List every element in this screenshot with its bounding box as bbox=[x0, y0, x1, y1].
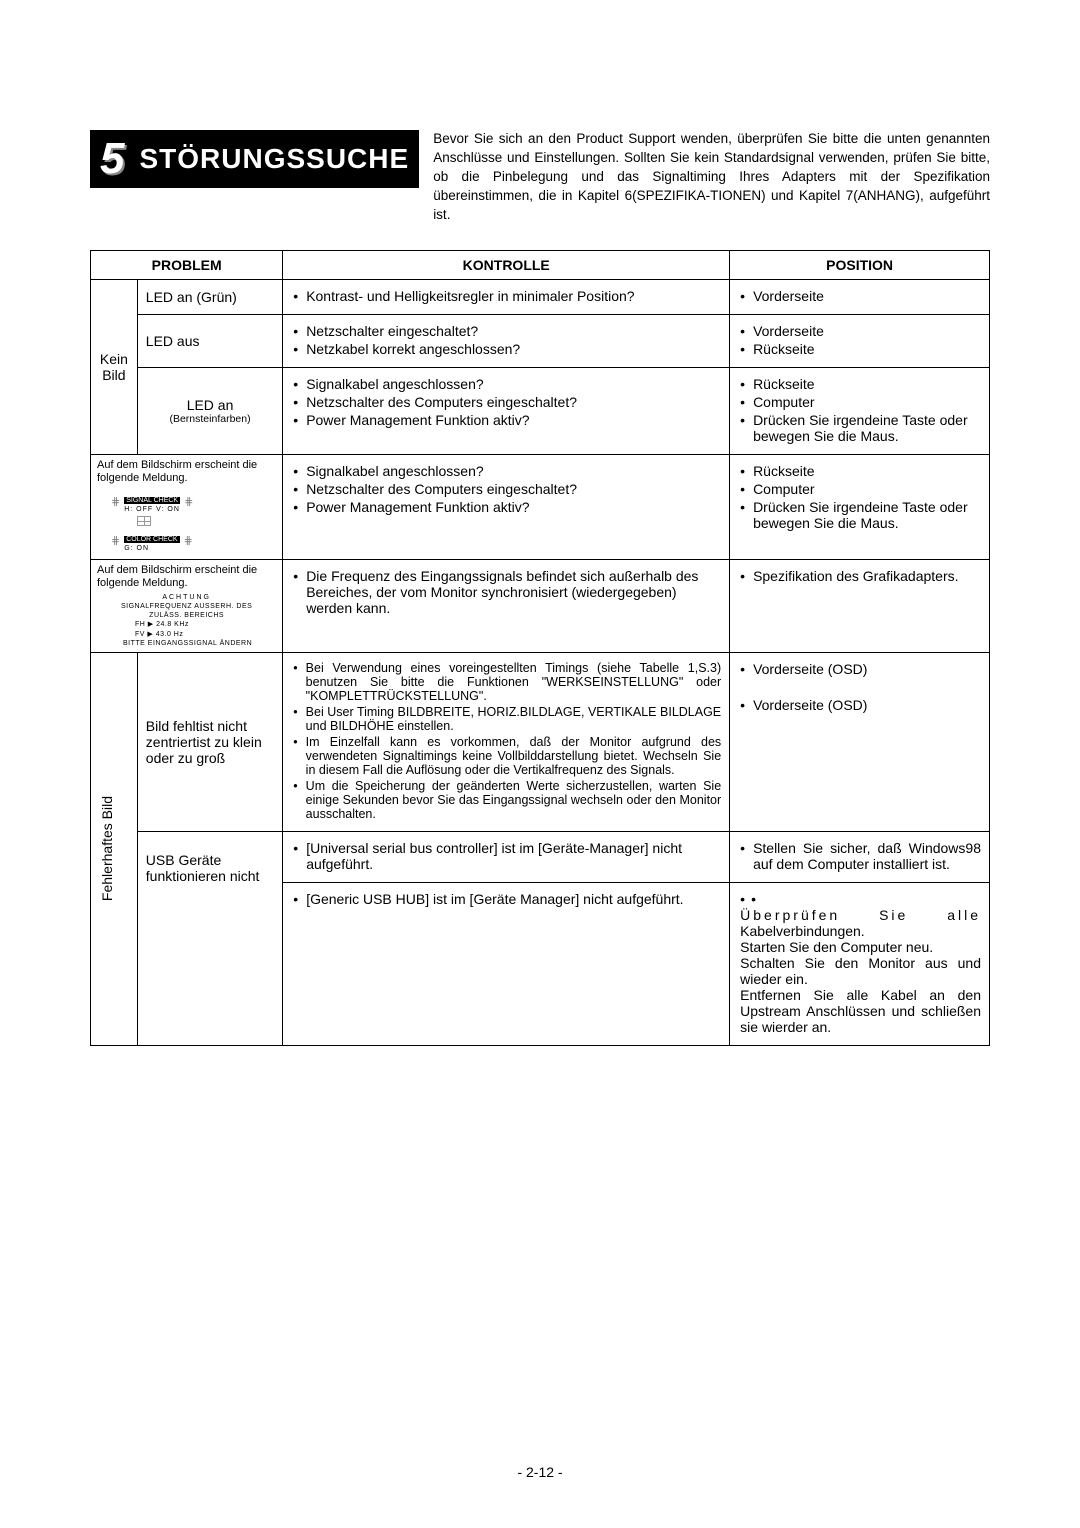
table-row: Fehlerhaftes Bild Bild fehltist nicht ze… bbox=[91, 652, 990, 831]
kontrolle-list: Die Frequenz des Eingangssignals befinde… bbox=[291, 568, 721, 616]
position-list: Rückseite Computer Drücken Sie irgendein… bbox=[738, 376, 981, 444]
position-list: Rückseite Computer Drücken Sie irgendein… bbox=[738, 463, 981, 531]
position-item: Drücken Sie irgendeine Taste oder bewege… bbox=[753, 412, 981, 444]
osd-line: BITTE EINGANGSSIGNAL ÄNDERN bbox=[123, 639, 264, 648]
position-item: Stellen Sie sicher, daß Windows98 auf de… bbox=[753, 840, 981, 872]
position-list: Vorderseite bbox=[738, 288, 981, 304]
table-header-row: PROBLEM KONTROLLE POSITION bbox=[91, 251, 990, 280]
osd-line: G: ON bbox=[124, 544, 179, 553]
problem-sub: USB Geräte funktionieren nicht bbox=[137, 831, 282, 1045]
osd-mock: ACHTUNG SIGNALFREQUENZ AUSSERH. DES ZULÄ… bbox=[109, 593, 264, 648]
troubleshooting-table: PROBLEM KONTROLLE POSITION Kein Bild LED… bbox=[90, 250, 990, 1045]
problem-message-intro: Auf dem Bildschirm erscheint die folgend… bbox=[97, 459, 276, 484]
kontrolle-item: Signalkabel angeschlossen? bbox=[306, 463, 483, 479]
problem-sub: LED aus bbox=[137, 315, 282, 368]
kontrolle-item: Um die Speicherung der geänderten Werte … bbox=[306, 779, 721, 821]
position-item: Rückseite bbox=[753, 376, 814, 392]
grid-icon bbox=[137, 516, 151, 526]
position-list: Stellen Sie sicher, daß Windows98 auf de… bbox=[738, 840, 981, 872]
kontrolle-list: [Universal serial bus controller] ist im… bbox=[291, 840, 721, 872]
osd-line: H: OFF V: ON bbox=[124, 505, 180, 514]
position-item: Kabelverbindungen. Starten Sie den Compu… bbox=[740, 923, 981, 1035]
chapter-title: STÖRUNGSSUCHE bbox=[139, 143, 409, 175]
position-item: Drücken Sie irgendeine Taste oder bewege… bbox=[753, 499, 981, 531]
chapter-number: 5 bbox=[100, 134, 125, 184]
kontrolle-item: Netzschalter des Computers eingeschaltet… bbox=[306, 481, 577, 497]
kontrolle-item: Im Einzelfall kann es vorkommen, daß der… bbox=[306, 735, 721, 777]
position-item: Rückseite bbox=[753, 341, 814, 357]
position-list: Vorderseite (OSD) x Vorderseite (OSD) bbox=[738, 661, 981, 713]
kontrolle-list: [Generic USB HUB] ist im [Geräte Manager… bbox=[291, 891, 721, 907]
position-item: Überprüfen Sie alle bbox=[740, 907, 981, 923]
kontrolle-list: Kontrast- und Helligkeitsregler in minim… bbox=[291, 288, 721, 304]
position-list: • Überprüfen Sie alle Kabelverbindungen.… bbox=[738, 891, 981, 1035]
table-row: Auf dem Bildschirm erscheint die folgend… bbox=[91, 559, 990, 652]
osd-label: COLOR CHECK bbox=[124, 536, 179, 543]
problem-sub: LED an (Grün) bbox=[137, 280, 282, 315]
position-item: Computer bbox=[753, 394, 814, 410]
position-item: Vorderseite bbox=[753, 323, 824, 339]
problem-fehlerhaftes-bild: Fehlerhaftes Bild bbox=[99, 796, 115, 901]
position-list: Spezifikation des Grafikadapters. bbox=[738, 568, 981, 584]
osd-line: ACHTUNG bbox=[109, 593, 264, 602]
col-header-position: POSITION bbox=[730, 251, 990, 280]
kontrolle-item: [Generic USB HUB] ist im [Geräte Manager… bbox=[306, 891, 683, 907]
kontrolle-item: Signalkabel angeschlossen? bbox=[306, 376, 483, 392]
osd-label: SIGNAL CHECK bbox=[124, 497, 180, 504]
kontrolle-item: Netzkabel korrekt angeschlossen? bbox=[306, 341, 520, 357]
problem-sub: Bild fehltist nicht zentriertist zu klei… bbox=[137, 652, 282, 831]
chapter-heading-box: 5 STÖRUNGSSUCHE bbox=[90, 130, 419, 188]
table-row: Auf dem Bildschirm erscheint die folgend… bbox=[91, 455, 990, 559]
position-item: Rückseite bbox=[753, 463, 814, 479]
kontrolle-item: Die Frequenz des Eingangssignals befinde… bbox=[306, 568, 721, 616]
problem-kein-bild: Kein Bild bbox=[99, 351, 129, 383]
kontrolle-list: Signalkabel angeschlossen? Netzschalter … bbox=[291, 463, 721, 515]
kontrolle-list: Netzschalter eingeschaltet? Netzkabel ko… bbox=[291, 323, 721, 357]
table-row: LED an (Bernsteinfarben) Signalkabel ang… bbox=[91, 368, 990, 455]
kontrolle-list: Signalkabel angeschlossen? Netzschalter … bbox=[291, 376, 721, 428]
problem-message-intro: Auf dem Bildschirm erscheint die folgend… bbox=[97, 564, 276, 589]
problem-sub: LED an bbox=[146, 397, 274, 413]
kontrolle-item: Bei Verwendung eines voreingestellten Ti… bbox=[306, 661, 721, 703]
table-row: USB Geräte funktionieren nicht [Universa… bbox=[91, 831, 990, 882]
page-number: - 2-12 - bbox=[0, 1464, 1080, 1480]
position-list: Vorderseite Rückseite bbox=[738, 323, 981, 357]
kontrolle-item: Netzschalter des Computers eingeschaltet… bbox=[306, 394, 577, 410]
osd-mock: ⋕SIGNAL CHECKH: OFF V: ON⋕ ⋕COLOR CHECKG… bbox=[97, 489, 276, 553]
problem-sub-note: (Bernsteinfarben) bbox=[146, 413, 274, 425]
position-item: Vorderseite (OSD) bbox=[753, 661, 867, 677]
position-item: Computer bbox=[753, 481, 814, 497]
col-header-problem: PROBLEM bbox=[91, 251, 283, 280]
osd-line: FV ▶ 43.0 Hz bbox=[135, 630, 264, 639]
kontrolle-item: [Universal serial bus controller] ist im… bbox=[306, 840, 721, 872]
kontrolle-item: Power Management Funktion aktiv? bbox=[306, 412, 529, 428]
osd-line: FH ▶ 24.8 KHz bbox=[135, 620, 264, 629]
position-item: Vorderseite (OSD) bbox=[753, 697, 867, 713]
table-row: Kein Bild LED an (Grün) Kontrast- und He… bbox=[91, 280, 990, 315]
osd-line: SIGNALFREQUENZ AUSSERH. DES ZULÄSS. BERE… bbox=[109, 602, 264, 620]
table-row: LED aus Netzschalter eingeschaltet? Netz… bbox=[91, 315, 990, 368]
kontrolle-list: Bei Verwendung eines voreingestellten Ti… bbox=[291, 661, 721, 821]
kontrolle-item: Power Management Funktion aktiv? bbox=[306, 499, 529, 515]
kontrolle-item: Kontrast- und Helligkeitsregler in minim… bbox=[306, 288, 634, 304]
kontrolle-item: Bei User Timing BILDBREITE, HORIZ.BILDLA… bbox=[306, 705, 721, 733]
col-header-kontrolle: KONTROLLE bbox=[283, 251, 730, 280]
kontrolle-item: Netzschalter eingeschaltet? bbox=[306, 323, 478, 339]
position-item: Spezifikation des Grafikadapters. bbox=[753, 568, 958, 584]
position-item: Vorderseite bbox=[753, 288, 824, 304]
intro-paragraph: Bevor Sie sich an den Product Support we… bbox=[433, 130, 990, 224]
